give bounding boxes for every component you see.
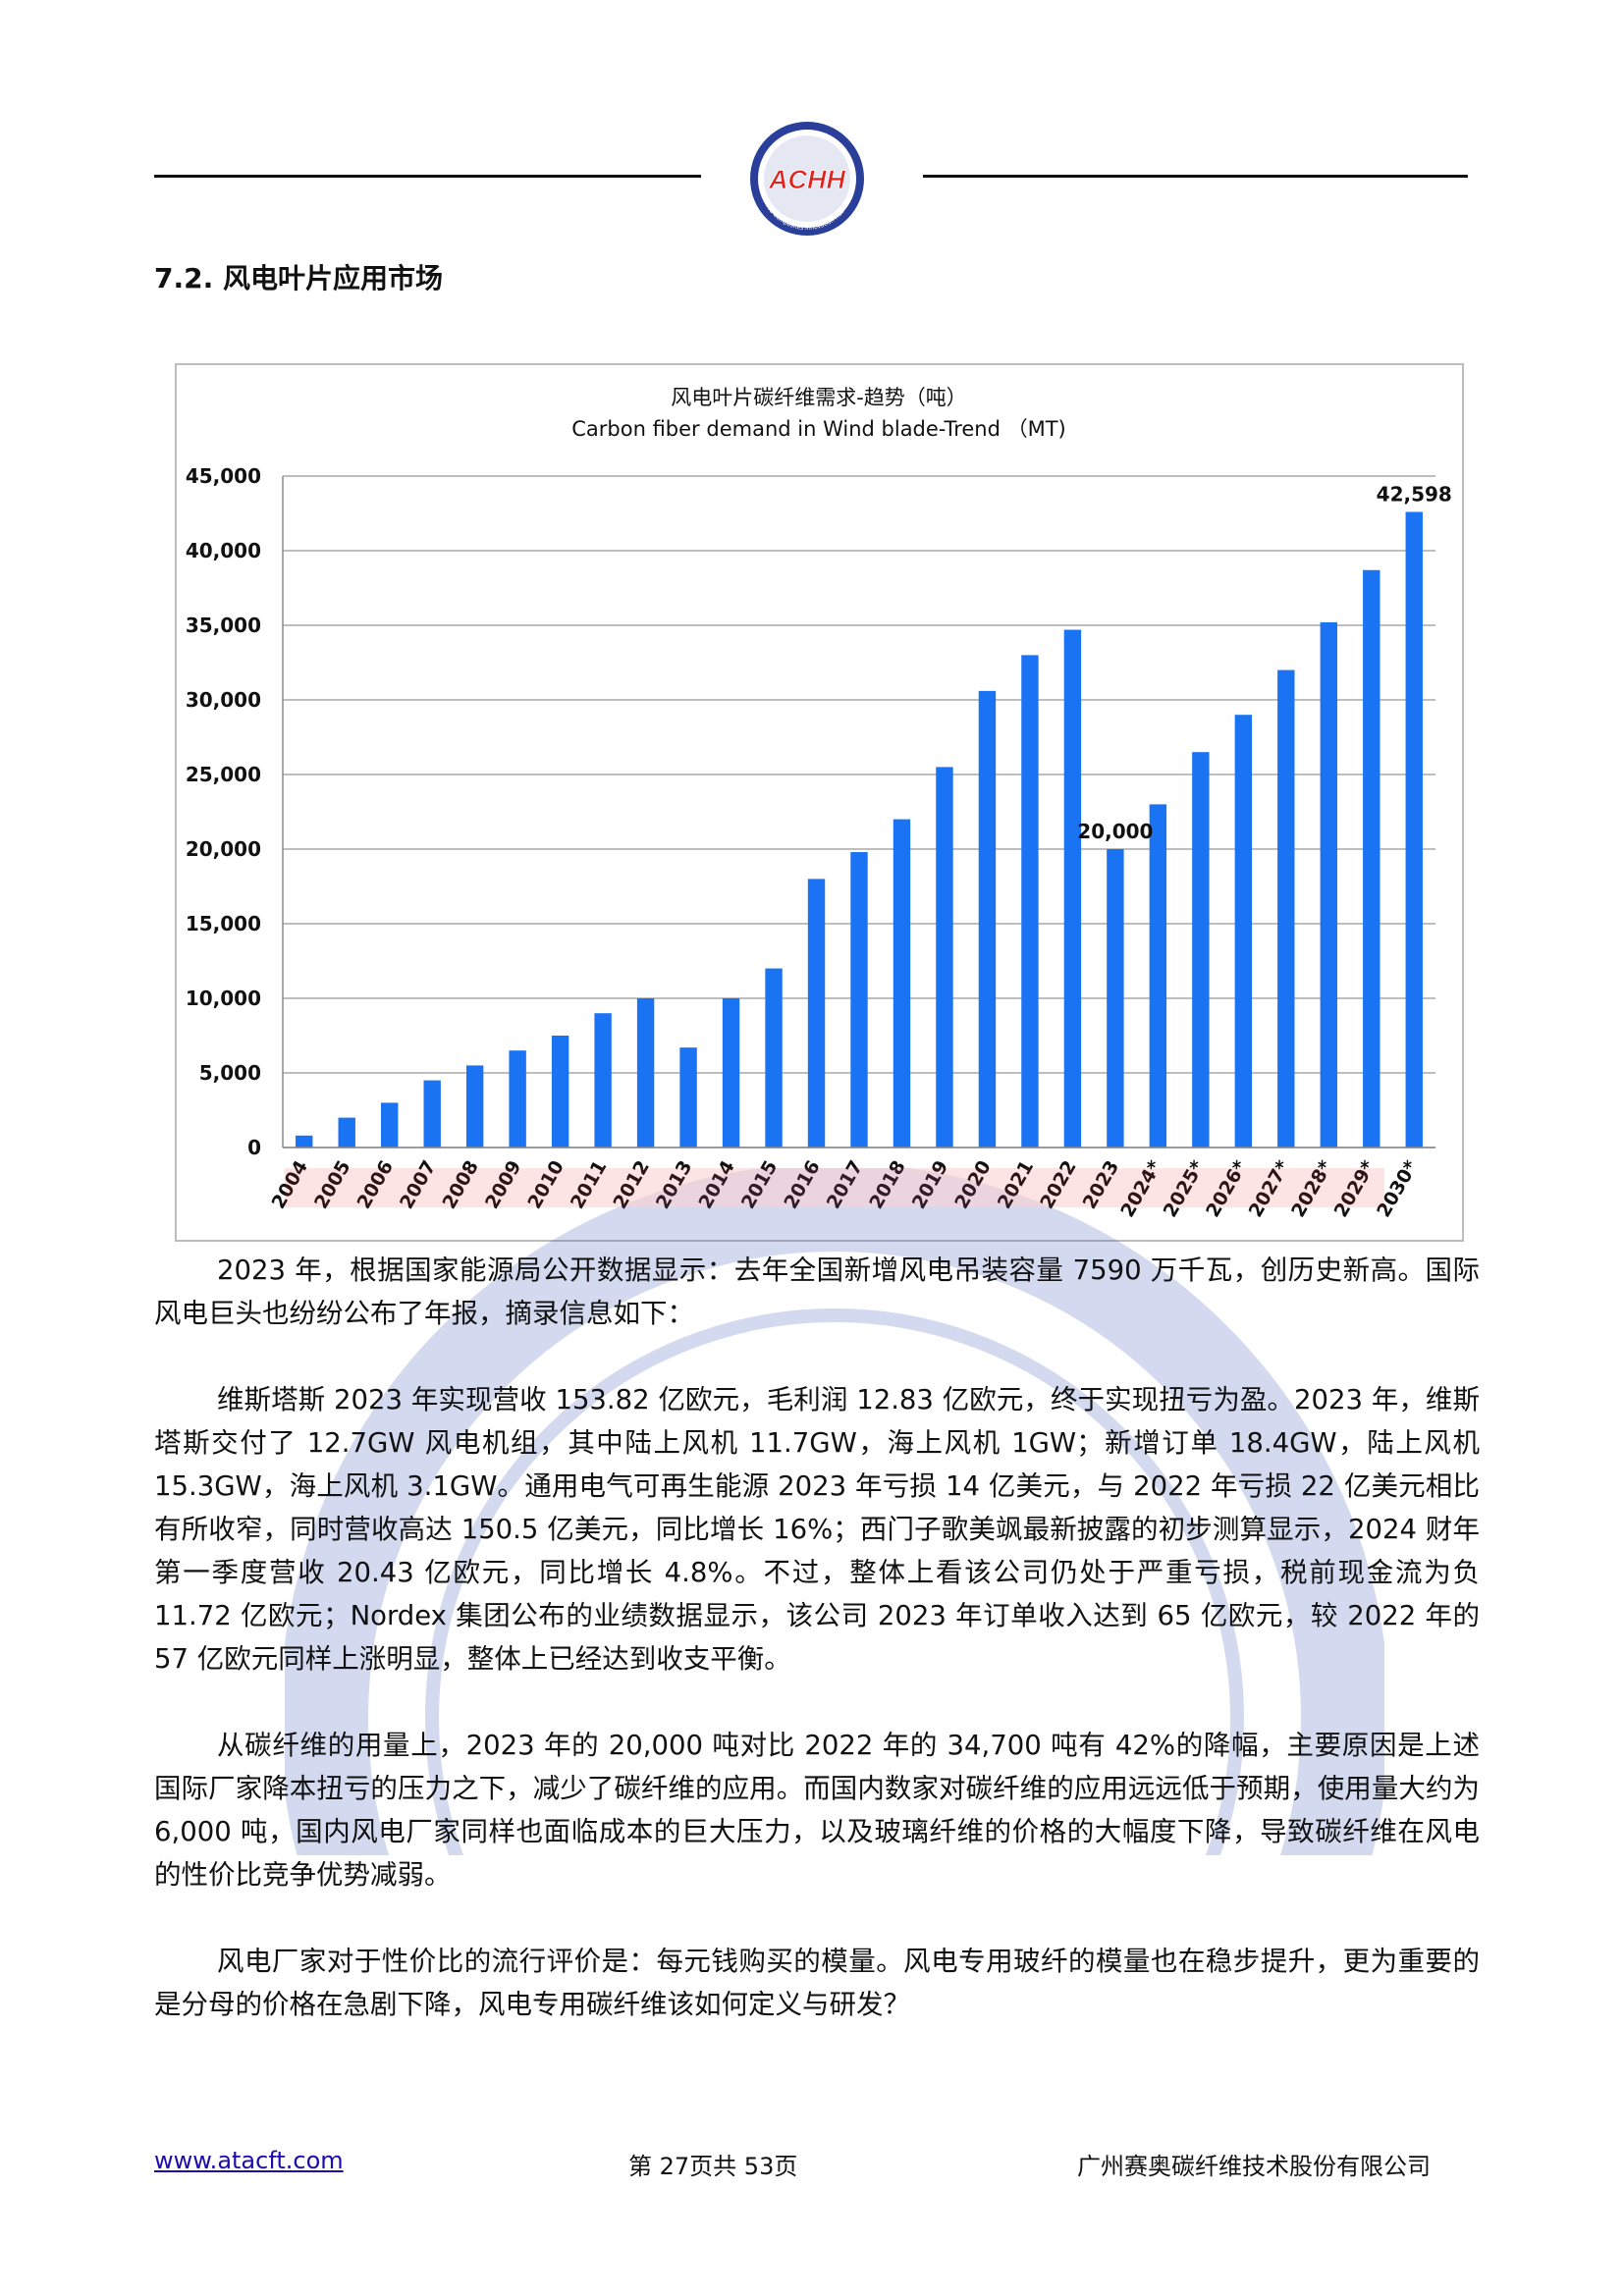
bar-2013 [679, 1047, 697, 1148]
x-tick-label: 2007 [396, 1157, 440, 1213]
chart-subtitle: Carbon fiber demand in Wind blade-Trend … [571, 417, 1066, 441]
y-tick-label: 35,000 [186, 614, 261, 637]
x-tick-label: 2025* [1160, 1156, 1209, 1220]
chart-container: 风电叶片碳纤维需求-趋势（吨） Carbon fiber demand in W… [175, 363, 1464, 1242]
x-tick-label: 2008 [438, 1157, 482, 1213]
bar-2021 [1021, 655, 1039, 1148]
y-tick-label: 5,000 [199, 1061, 261, 1085]
x-tick-label: 2016 [780, 1157, 824, 1213]
chart-title: 风电叶片碳纤维需求-趋势（吨） [671, 386, 967, 409]
data-labels: 20,000 42,598 [1077, 483, 1452, 843]
x-tick-label: 2011 [567, 1157, 611, 1213]
website-link[interactable]: www.atacft.com [154, 2147, 344, 2174]
bar-2004 [296, 1135, 313, 1148]
bar-series [296, 511, 1423, 1148]
y-tick-label: 10,000 [186, 987, 261, 1010]
bar-chart: 风电叶片碳纤维需求-趋势（吨） Carbon fiber demand in W… [186, 386, 1452, 1221]
bar-2009 [509, 1050, 526, 1148]
bar-2022 [1063, 629, 1082, 1148]
y-tick-label: 30,000 [186, 688, 261, 712]
header-rule-left [154, 175, 701, 178]
y-tick-label: 15,000 [186, 912, 261, 935]
data-label: 42,598 [1377, 483, 1452, 507]
logo-wordmark: ACHH [768, 165, 845, 194]
x-tick-label: 2022 [1036, 1157, 1080, 1213]
bar-2010 [551, 1036, 569, 1148]
data-label: 20,000 [1077, 820, 1153, 843]
achh-logo: 先进复合材料创新联盟 Advanced Composites Innovatio… [750, 122, 864, 236]
y-tick-label: 0 [247, 1136, 261, 1159]
x-tick-label: 2006 [353, 1157, 398, 1213]
x-tick-label: 2019 [908, 1157, 952, 1213]
page-number: 第 27页共 53页 [628, 2153, 798, 2180]
x-axis: 2004200520062007200820092010201120122013… [268, 1147, 1435, 1221]
bar-2011 [594, 1013, 612, 1148]
x-tick-label: 2030* [1373, 1156, 1422, 1220]
x-tick-label: 2020 [950, 1157, 995, 1213]
x-tick-label: 2012 [609, 1157, 653, 1213]
x-tick-label: 2005 [310, 1157, 354, 1213]
x-tick-label: 2024* [1116, 1156, 1165, 1220]
bar-2019 [936, 767, 953, 1148]
bar-2012 [636, 998, 655, 1148]
x-tick-label: 2010 [523, 1157, 568, 1213]
bar-2014 [722, 998, 740, 1148]
x-tick-label: 2023 [1079, 1157, 1123, 1213]
bar-2029-est [1363, 569, 1380, 1148]
bar-2028-est [1320, 621, 1337, 1148]
paragraph-2: 维斯塔斯 2023 年实现营收 153.82 亿欧元，毛利润 12.83 亿欧元… [154, 1384, 1480, 1675]
bar-2026-est [1234, 715, 1253, 1148]
x-tick-label: 2014 [694, 1157, 738, 1213]
x-tick-label: 2004 [268, 1157, 312, 1213]
bar-2030-est [1405, 511, 1423, 1148]
bar-2008 [465, 1065, 484, 1148]
x-tick-label: 2021 [994, 1157, 1038, 1213]
x-tick-label: 2026* [1202, 1156, 1251, 1220]
x-tick-label: 2027* [1245, 1156, 1294, 1220]
x-tick-label: 2028* [1287, 1156, 1336, 1220]
bar-2018 [893, 819, 911, 1148]
section-title: 7.2. 风电叶片应用市场 [154, 262, 443, 294]
company-name: 广州赛奥碳纤维技术股份有限公司 [1077, 2153, 1431, 2180]
header-rule-right [923, 175, 1468, 178]
x-tick-label: 2029* [1330, 1156, 1380, 1220]
x-tick-label: 2018 [865, 1157, 909, 1213]
paragraph-4: 风电厂家对于性价比的流行评价是：每元钱购买的模量。风电专用玻纤的模量也在稳步提升… [154, 1946, 1480, 2020]
bar-2020 [978, 690, 997, 1148]
bar-2024-est [1149, 804, 1167, 1148]
y-tick-label: 45,000 [186, 464, 261, 488]
bar-2017 [850, 852, 868, 1148]
y-tick-label: 25,000 [186, 763, 261, 786]
x-tick-label: 2015 [737, 1157, 782, 1213]
x-tick-label: 2017 [823, 1157, 867, 1213]
bar-2015 [765, 968, 783, 1148]
bar-2007 [423, 1080, 441, 1148]
paragraph-3: 从碳纤维的用量上，2023 年的 20,000 吨对比 2022 年的 34,7… [154, 1730, 1480, 1891]
y-tick-label: 40,000 [186, 539, 261, 562]
x-tick-label: 2013 [652, 1157, 696, 1213]
paragraph-1: 2023 年，根据国家能源局公开数据显示：去年全国新增风电吊装容量 7590 万… [154, 1255, 1480, 1329]
bar-2016 [807, 879, 826, 1148]
bar-2023 [1107, 849, 1124, 1148]
bar-2025-est [1192, 752, 1210, 1148]
bar-2005 [338, 1117, 355, 1148]
x-tick-label: 2009 [481, 1157, 525, 1213]
bar-2027-est [1277, 669, 1295, 1148]
bar-2006 [381, 1102, 399, 1148]
y-tick-label: 20,000 [186, 837, 261, 861]
y-axis: 0 5,000 10,000 15,000 20,000 25,000 30,000 35,0… [186, 464, 284, 1159]
